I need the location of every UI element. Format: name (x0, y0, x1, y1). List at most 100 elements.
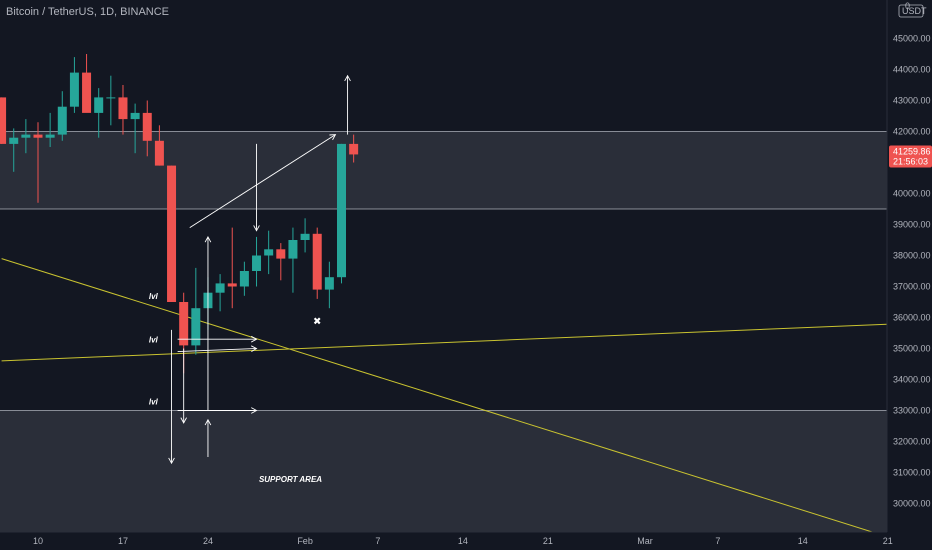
candle-body (264, 249, 274, 256)
candle-body (69, 72, 79, 107)
chart-title: Bitcoin / TetherUS, 1D, BINANCE (6, 6, 170, 18)
candle-body (300, 233, 310, 240)
candle-body (312, 233, 322, 290)
x-tick-label: 24 (203, 536, 213, 546)
candle-body (0, 97, 7, 144)
candle-body (337, 143, 346, 278)
y-tick-label: 36000.00 (893, 313, 931, 323)
candle-body (215, 283, 225, 293)
x-tick-label: Feb (297, 536, 313, 546)
cross-marker: ✖ (313, 317, 321, 328)
candle-body (45, 134, 55, 138)
y-tick-label: 40000.00 (893, 189, 931, 199)
candle-down (349, 134, 359, 163)
candle-body (349, 143, 359, 155)
currency-badge (898, 4, 924, 18)
arrow-head (204, 235, 212, 243)
candle-up (337, 143, 346, 284)
x-tick-label: 14 (458, 536, 468, 546)
candle-down (154, 125, 164, 166)
candle-up (69, 57, 79, 113)
trendline (1, 323, 887, 362)
annotation-label: lvl (149, 397, 159, 406)
y-tick-label: 34000.00 (893, 375, 931, 385)
candle-down (118, 85, 128, 135)
candle-body (9, 137, 19, 144)
zone-rect (0, 410, 887, 532)
candle-body (288, 240, 298, 259)
x-tick-label: 7 (715, 536, 720, 546)
y-tick-label: 38000.00 (893, 251, 931, 261)
candle-up (106, 75, 116, 126)
candle-up (288, 227, 298, 293)
candle-body (94, 97, 104, 113)
candle-down (142, 100, 152, 157)
candle-up (191, 267, 201, 355)
y-tick-label: 32000.00 (893, 437, 931, 447)
candle-body (82, 72, 92, 113)
candle-body (154, 140, 164, 166)
candle-body (227, 283, 237, 287)
zone-rect (0, 131, 887, 209)
candle-up (300, 218, 310, 253)
arrow-head (168, 457, 175, 465)
annotation-arrow (189, 134, 337, 228)
arrow-shaft (177, 348, 257, 353)
y-tick-label: 35000.00 (893, 344, 931, 354)
candle-body (130, 112, 140, 120)
arrow-head (251, 407, 258, 414)
x-tick-label: 17 (118, 536, 128, 546)
annotation-arrow (168, 329, 175, 465)
y-tick-label: 44000.00 (893, 65, 931, 75)
candle-down (82, 54, 92, 113)
candle-body (191, 308, 201, 346)
candle-body (167, 165, 177, 302)
candle-up (215, 274, 225, 312)
current-price-box (889, 145, 932, 168)
candle-body (21, 134, 31, 138)
candle-up (239, 261, 249, 296)
candle-up (21, 119, 31, 154)
current-price-label: 41259.86 (893, 146, 931, 156)
currency-label: USDT (902, 6, 927, 16)
candle-up (264, 230, 274, 275)
candle-up (45, 112, 55, 147)
annotation-label: lvl (149, 335, 159, 344)
y-tick-label: 42000.00 (893, 127, 931, 137)
annotation-label: lvl (149, 292, 159, 301)
candle-body (57, 106, 67, 135)
arrow-head (180, 417, 187, 424)
candle-up (252, 236, 262, 287)
candle-up (57, 91, 67, 141)
currency-extra: 0 (905, 1, 910, 11)
candle-body (179, 302, 189, 346)
candle-body (33, 134, 43, 138)
candle-up (9, 128, 19, 172)
candle-down (276, 243, 286, 281)
candle-body (118, 97, 128, 120)
x-tick-label: 14 (798, 536, 808, 546)
candle-body (324, 277, 334, 290)
annotation-arrow (177, 335, 258, 343)
candle-body (276, 249, 286, 259)
annotation-arrow (177, 345, 258, 353)
annotation-arrow (344, 74, 351, 135)
annotation-arrow (177, 407, 258, 414)
annotation-arrow (204, 235, 212, 411)
x-tick-label: 21 (543, 536, 553, 546)
arrow-head (329, 134, 337, 141)
candle-down (312, 227, 322, 299)
arrow-head (253, 225, 260, 232)
candle-up (324, 261, 334, 309)
candle-body (252, 255, 262, 271)
candle-down (167, 165, 177, 302)
candle-down (33, 122, 43, 203)
arrow-shaft (189, 134, 336, 228)
annotation-label: SUPPORT AREA (259, 475, 322, 484)
x-tick-label: 7 (375, 536, 380, 546)
x-tick-label: 21 (883, 536, 893, 546)
y-tick-label: 37000.00 (893, 282, 931, 292)
y-tick-label: 43000.00 (893, 96, 931, 106)
candle-up (94, 88, 104, 138)
